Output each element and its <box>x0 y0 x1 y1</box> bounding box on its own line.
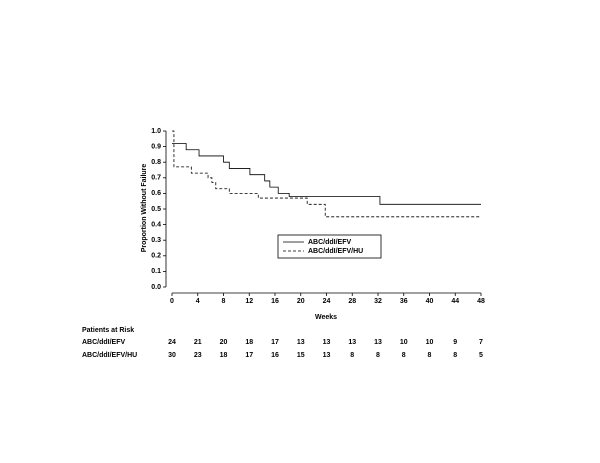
risk-count: 13 <box>323 352 331 359</box>
x-tick-label: 12 <box>245 298 253 305</box>
risk-row-label: ABC/ddI/EFV/HU <box>82 352 137 359</box>
risk-count: 9 <box>453 339 457 346</box>
x-tick-label: 36 <box>400 298 408 305</box>
y-tick-label: 0.9 <box>151 143 161 150</box>
x-tick-label: 32 <box>374 298 382 305</box>
risk-count: 8 <box>428 352 432 359</box>
risk-count: 18 <box>245 339 253 346</box>
risk-count: 23 <box>194 352 202 359</box>
x-tick-label: 16 <box>271 298 279 305</box>
y-tick-label: 0.3 <box>151 237 161 244</box>
x-tick-label: 24 <box>323 298 331 305</box>
y-tick-label: 0.5 <box>151 206 161 213</box>
x-tick-label: 0 <box>170 298 174 305</box>
y-axis-label: Proportion Without Failure <box>141 164 148 253</box>
risk-count: 13 <box>297 339 305 346</box>
risk-count: 17 <box>245 352 253 359</box>
risk-count: 7 <box>479 339 483 346</box>
km-curve <box>172 130 481 218</box>
y-tick-label: 1.0 <box>151 128 161 135</box>
risk-count: 30 <box>168 352 176 359</box>
y-tick-label: 0.8 <box>151 159 161 166</box>
risk-count: 20 <box>220 339 228 346</box>
legend-label: ABC/ddI/EFV/HU <box>308 248 363 255</box>
risk-count: 18 <box>220 352 228 359</box>
risk-count: 8 <box>453 352 457 359</box>
y-tick-label: 0.2 <box>151 253 161 260</box>
risk-count: 8 <box>350 352 354 359</box>
x-tick-label: 4 <box>196 298 200 305</box>
risk-count: 24 <box>168 339 176 346</box>
risk-row-label: ABC/ddI/EFV <box>82 339 125 346</box>
x-tick-label: 48 <box>477 298 485 305</box>
legend-box <box>277 234 382 259</box>
x-tick-label: 28 <box>348 298 356 305</box>
risk-count: 17 <box>271 339 279 346</box>
risk-count: 8 <box>402 352 406 359</box>
x-tick-label: 20 <box>297 298 305 305</box>
risk-count: 5 <box>479 352 483 359</box>
risk-count: 13 <box>323 339 331 346</box>
x-axis-label: Weeks <box>315 314 337 321</box>
y-tick-label: 0.1 <box>151 268 161 275</box>
risk-count: 10 <box>426 339 434 346</box>
x-tick-label: 8 <box>222 298 226 305</box>
legend-label: ABC/ddI/EFV <box>308 239 351 246</box>
x-tick-label: 44 <box>451 298 459 305</box>
x-tick-label: 40 <box>426 298 434 305</box>
risk-count: 10 <box>400 339 408 346</box>
risk-table-title: Patients at Risk <box>82 327 134 334</box>
risk-count: 16 <box>271 352 279 359</box>
km-curve <box>172 143 481 205</box>
risk-count: 21 <box>194 339 202 346</box>
risk-count: 8 <box>376 352 380 359</box>
risk-count: 15 <box>297 352 305 359</box>
y-tick-label: 0.7 <box>151 175 161 182</box>
y-tick-label: 0.0 <box>151 284 161 291</box>
y-tick-label: 0.6 <box>151 190 161 197</box>
risk-count: 13 <box>374 339 382 346</box>
y-tick-label: 0.4 <box>151 221 161 228</box>
risk-count: 13 <box>348 339 356 346</box>
